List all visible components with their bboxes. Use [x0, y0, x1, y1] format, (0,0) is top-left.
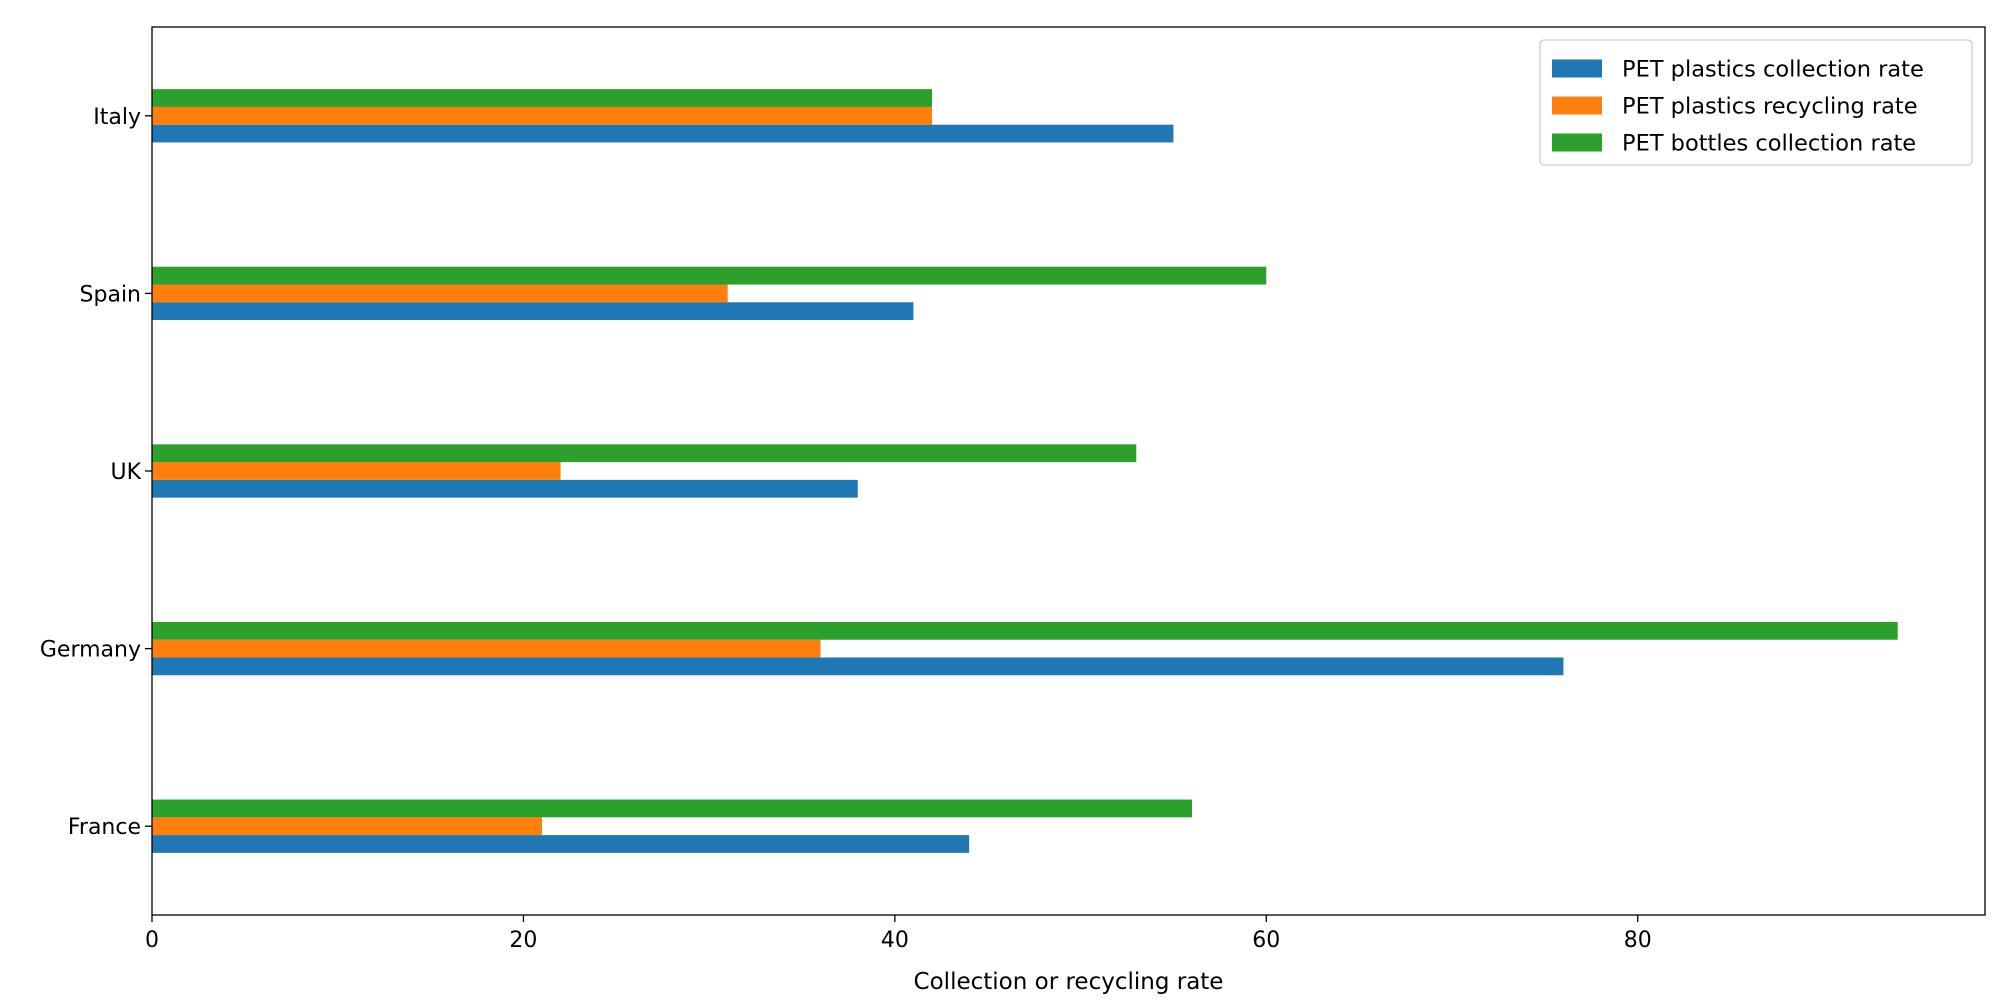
bar-italy-series-3 [152, 89, 932, 107]
bar-spain-series-2 [152, 284, 728, 303]
bars-group [152, 89, 1898, 853]
y-tick-label: Italy [93, 105, 141, 130]
bar-uk-series-3 [152, 444, 1137, 463]
bar-uk-series-2 [152, 462, 561, 480]
legend-swatch [1552, 133, 1602, 152]
x-axis-label: Collection or recycling rate [914, 969, 1224, 995]
bar-germany-series-2 [152, 639, 821, 658]
legend: PET plastics collection rate PET plastics… [1539, 39, 1973, 166]
legend-entry-label: PET bottles collection rate [1622, 131, 1916, 157]
x-tick-label: 20 [509, 928, 537, 953]
legend-box [1539, 39, 1973, 166]
y-tick-label: Spain [80, 282, 141, 307]
bar-germany-series-1 [152, 657, 1564, 676]
bar-france-series-2 [152, 817, 542, 836]
x-tick-label: 0 [145, 928, 159, 953]
y-tick-label: Germany [40, 638, 141, 663]
x-tick-label: 40 [881, 928, 909, 953]
bar-france-series-3 [152, 799, 1192, 818]
y-tick-label: France [68, 815, 141, 840]
x-tick-label: 80 [1624, 928, 1652, 953]
legend-swatch [1552, 59, 1602, 78]
bar-spain-series-1 [152, 302, 914, 321]
y-tick-label: UK [110, 460, 141, 485]
bar-italy-series-2 [152, 106, 932, 125]
x-axis: 0 20 40 60 80 [145, 915, 1652, 953]
bar-italy-series-1 [152, 124, 1174, 143]
bar-germany-series-3 [152, 621, 1898, 640]
bar-france-series-1 [152, 835, 970, 853]
bar-uk-series-1 [152, 479, 858, 498]
legend-swatch [1552, 96, 1602, 115]
y-axis: France Germany UK Spain Italy [40, 105, 152, 840]
legend-entry-label: PET plastics collection rate [1622, 57, 1924, 83]
bar-spain-series-3 [152, 266, 1267, 285]
legend-entry-label: PET plastics recycling rate [1622, 94, 1918, 120]
x-tick-label: 60 [1252, 928, 1280, 953]
